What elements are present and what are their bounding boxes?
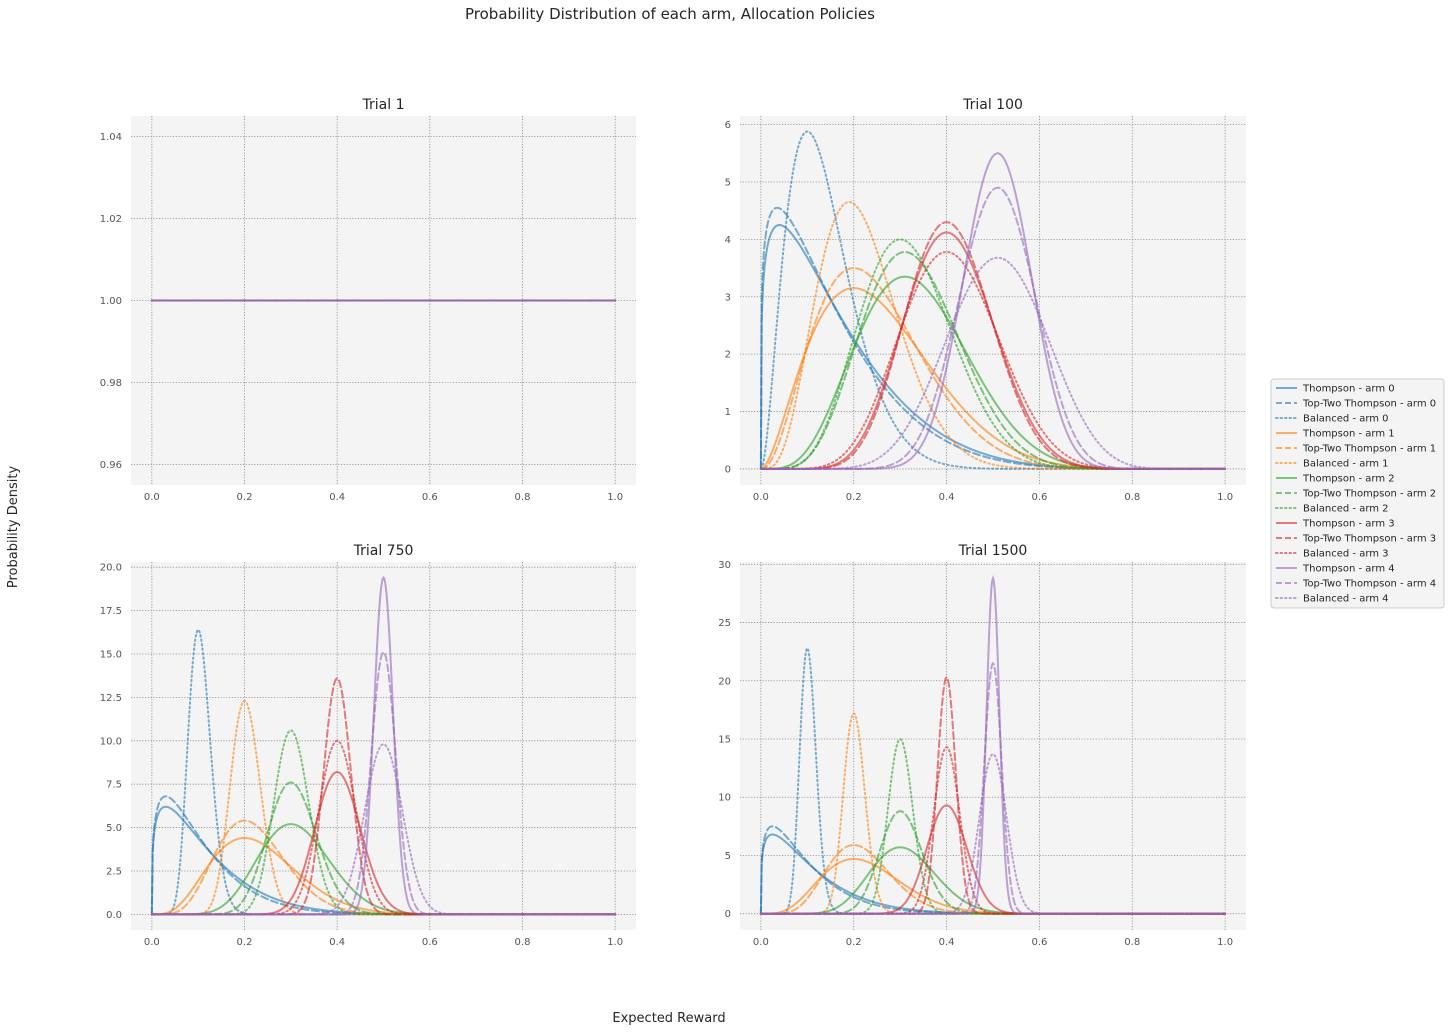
subplot-title: Trial 1 [362,97,405,113]
subplot-title: Trial 750 [353,543,414,559]
x-tick-label: 0.6 [1031,937,1047,948]
y-tick-label: 2.5 [106,866,122,877]
y-tick-label: 5 [725,177,731,188]
legend-label: Top-Two Thompson - arm 4 [1302,579,1436,590]
legend-label: Thompson - arm 3 [1302,519,1395,530]
y-tick-label: 30 [718,560,731,571]
legend-label: Balanced - arm 2 [1303,504,1389,515]
legend-label: Thompson - arm 0 [1302,384,1395,395]
subplot-title: Trial 100 [962,97,1023,113]
y-tick-label: 12.5 [100,693,122,704]
subplot-4: Trial 1500 0.0 0.2 0.4 0.6 0.8 1.0 0 5 10 15 20 25 30 [718,543,1246,948]
legend-label: Balanced - arm 0 [1303,414,1389,425]
series-line-arm0-dotted [759,130,1227,470]
legend-box [1270,378,1445,609]
y-tick-label: 0.96 [100,460,122,471]
plot-area [131,562,636,930]
subplot-title: Trial 1500 [958,543,1028,559]
x-tick-label: 0.2 [846,937,862,948]
x-tick-label: 0.4 [329,492,345,503]
subplot-3: Trial 750 0.0 0.2 0.4 0.6 0.8 1.0 0.0 2.5 5.0 7.5 1… [100,543,636,948]
y-tick-label: 1 [725,407,731,418]
subplot-1: Trial 1 0.0 0.2 0.4 0.6 0.8 1.0 0.96 0.98 1.00 1.0… [100,97,636,503]
legend-label: Top-Two Thompson - arm 1 [1302,444,1436,455]
legend-label: Top-Two Thompson - arm 2 [1302,489,1436,500]
x-tick-label: 0.4 [939,492,955,503]
x-tick-label: 1.0 [607,492,623,503]
series-line-arm4-dotted [150,743,617,916]
x-tick-label: 0.4 [329,937,345,948]
x-tick-label: 1.0 [1217,937,1233,948]
y-tick-label: 7.5 [106,780,122,791]
y-tick-label: 0.0 [106,910,122,921]
series-line-arm4-dotted [759,753,1227,915]
x-tick-label: 0.0 [753,492,769,503]
y-tick-label: 2 [725,350,731,361]
x-tick-label: 0.6 [422,937,438,948]
x-tick-label: 0.8 [1124,492,1140,503]
y-tick-label: 20.0 [100,563,122,574]
y-tick-label: 5 [725,851,731,862]
x-axis-label: Expected Reward [612,1011,725,1026]
y-tick-label: 5.0 [106,823,122,834]
legend-label: Balanced - arm 4 [1303,594,1389,605]
x-tick-label: 1.0 [607,937,623,948]
x-tick-label: 0.4 [939,937,955,948]
x-tick-label: 0.2 [846,492,862,503]
legend: Thompson - arm 0 Top-Two Thompson - arm 0… [1270,378,1445,609]
legend-label: Thompson - arm 4 [1302,564,1395,575]
y-tick-label: 4 [725,235,731,246]
y-tick-label: 20 [718,676,731,687]
y-axis-label: Probability Density [6,466,21,589]
y-tick-label: 25 [718,618,731,629]
legend-label: Top-Two Thompson - arm 0 [1302,399,1436,410]
subplots: Trial 10.0 0.2 0.4 0.6 0.8 1.00.960.981.001.0… [100,97,1246,948]
legend-label: Balanced - arm 3 [1303,549,1389,560]
y-tick-label: 1.00 [100,296,122,307]
figure-title: Probability Distribution of each arm, Al… [465,5,875,23]
y-tick-label: 0.98 [100,378,122,389]
y-tick-label: 0 [725,909,731,920]
y-tick-label: 15 [718,735,731,746]
y-tick-label: 3 [725,292,731,303]
series-line-arm1-dashed [759,267,1227,470]
y-tick-label: 10 [718,793,731,804]
x-tick-label: 0.0 [144,492,160,503]
x-tick-label: 0.8 [1124,937,1140,948]
x-tick-label: 0.6 [1031,492,1047,503]
x-tick-label: 0.2 [237,492,253,503]
plot-area [740,116,1246,485]
legend-label: Thompson - arm 1 [1302,429,1395,440]
y-tick-label: 15.0 [100,650,122,661]
y-tick-label: 1.02 [100,214,122,225]
x-tick-label: 0.8 [515,937,531,948]
legend-label: Balanced - arm 1 [1303,459,1389,470]
series-line-arm0-dashed [759,206,1227,470]
y-tick-label: 1.04 [100,132,122,143]
x-tick-label: 0.6 [422,492,438,503]
x-tick-label: 0.2 [237,937,253,948]
x-tick-label: 0.0 [144,937,160,948]
y-tick-label: 0 [725,464,731,475]
x-tick-label: 0.8 [515,492,531,503]
legend-label: Thompson - arm 2 [1302,474,1395,485]
x-tick-label: 1.0 [1217,492,1233,503]
y-tick-label: 6 [725,120,731,131]
series-line-arm4-dotted [759,256,1227,470]
legend-label: Top-Two Thompson - arm 3 [1302,534,1436,545]
subplot-2: Trial 100 0.0 0.2 0.4 0.6 0.8 1.0 0 1 2 3 4 5 6 [725,97,1246,503]
y-tick-label: 10.0 [100,736,122,747]
y-tick-label: 17.5 [100,606,122,617]
x-tick-label: 0.0 [753,937,769,948]
